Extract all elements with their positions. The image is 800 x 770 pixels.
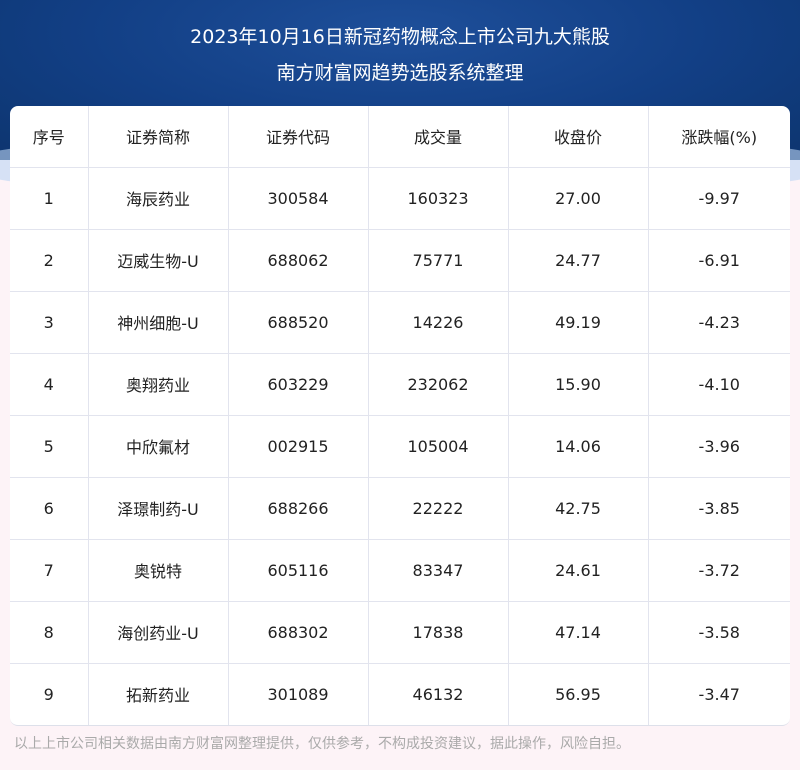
column-header: 证券代码 — [228, 106, 369, 168]
table-cell: 688520 — [228, 291, 369, 354]
table-cell: 中欣氟材 — [88, 415, 229, 478]
table-cell: 14.06 — [508, 415, 649, 478]
table-cell: 7 — [10, 539, 89, 602]
table-cell: 8 — [10, 601, 89, 664]
table-row: 8 海创药业-U 688302 17838 47.14 -3.58 — [10, 601, 790, 664]
table-cell: 拓新药业 — [88, 663, 229, 725]
column-header: 涨跌幅(%) — [648, 106, 790, 168]
table-row: 9 拓新药业 301089 46132 56.95 -3.47 — [10, 663, 790, 725]
page-title: 2023年10月16日新冠药物概念上市公司九大熊股 — [190, 26, 610, 48]
table-row: 3 神州细胞-U 688520 14226 49.19 -4.23 — [10, 291, 790, 354]
table-cell: -3.58 — [648, 601, 790, 664]
table-cell: 47.14 — [508, 601, 649, 664]
stock-table-card: 序号 证券简称 证券代码 成交量 收盘价 涨跌幅(%) 1 海辰药业 300584 160323… — [10, 106, 790, 726]
column-header: 证券简称 — [88, 106, 229, 168]
table-cell: 15.90 — [508, 353, 649, 416]
table-cell: 56.95 — [508, 663, 649, 725]
table-cell: -9.97 — [648, 167, 790, 230]
table-cell: 17838 — [368, 601, 509, 664]
table-cell: 688266 — [228, 477, 369, 540]
table-cell: 6 — [10, 477, 89, 540]
table-cell: 3 — [10, 291, 89, 354]
table-cell: 24.77 — [508, 229, 649, 292]
table-cell: 300584 — [228, 167, 369, 230]
table-cell: 688062 — [228, 229, 369, 292]
table-cell: -3.96 — [648, 415, 790, 478]
table-cell: 海辰药业 — [88, 167, 229, 230]
page-subtitle: 南方财富网趋势选股系统整理 — [276, 62, 524, 84]
table-cell: 1 — [10, 167, 89, 230]
table-cell: -3.47 — [698, 684, 740, 704]
table-cell: 9 — [10, 663, 89, 725]
table-cell: 49.19 — [508, 291, 649, 354]
stock-table: 序号 证券简称 证券代码 成交量 收盘价 涨跌幅(%) 1 海辰药业 300584 160323… — [10, 106, 790, 725]
table-cell: 002915 — [228, 415, 369, 478]
table-cell: 奥锐特 — [88, 539, 229, 602]
table-cell: -4.23 — [648, 291, 790, 354]
table-cell: -4.10 — [648, 353, 790, 416]
table-row: 7 奥锐特 605116 83347 24.61 -3.72 — [10, 539, 790, 602]
table-cell: 301089 — [228, 663, 369, 725]
table-cell: 688302 — [228, 601, 369, 664]
table-cell: 27.00 — [508, 167, 649, 230]
table-cell: -3.72 — [648, 539, 790, 602]
table-cell: 105004 — [368, 415, 509, 478]
table-cell: 75771 — [368, 229, 509, 292]
table-cell: 24.61 — [508, 539, 649, 602]
column-header: 序号 — [10, 106, 89, 168]
table-cell: 泽璟制药-U — [88, 477, 229, 540]
table-cell: 603229 — [228, 353, 369, 416]
column-header: 成交量 — [368, 106, 509, 168]
table-cell: 605116 — [228, 539, 369, 602]
table-cell: 海创药业-U — [88, 601, 229, 664]
table-cell: 22222 — [368, 477, 509, 540]
table-row: 2 迈威生物-U 688062 75771 24.77 -6.91 — [10, 229, 790, 292]
table-cell: 14226 — [368, 291, 509, 354]
table-cell: 160323 — [368, 167, 509, 230]
table-cell: 42.75 — [508, 477, 649, 540]
table-cell: 神州细胞-U — [88, 291, 229, 354]
table-row: 4 奥翔药业 603229 232062 15.90 -4.10 — [10, 353, 790, 416]
table-cell: 4 — [10, 353, 89, 416]
table-row: 6 泽璟制药-U 688266 22222 42.75 -3.85 — [10, 477, 790, 540]
table-cell: 232062 — [368, 353, 509, 416]
table-header-row: 序号 证券简称 证券代码 成交量 收盘价 涨跌幅(%) — [10, 106, 790, 168]
table-cell: -6.91 — [648, 229, 790, 292]
column-header: 收盘价 — [508, 106, 649, 168]
table-cell: 迈威生物-U — [88, 229, 229, 292]
table-row: 1 海辰药业 300584 160323 27.00 -9.97 — [10, 167, 790, 230]
table-cell: 83347 — [368, 539, 509, 602]
table-row: 5 中欣氟材 002915 105004 14.06 -3.96 — [10, 415, 790, 478]
table-cell: 5 — [10, 415, 89, 478]
table-cell: 2 — [10, 229, 89, 292]
table-cell: 46132 — [368, 663, 509, 725]
table-cell: -3.85 — [648, 477, 790, 540]
table-cell: 奥翔药业 — [88, 353, 229, 416]
disclaimer: 以上上市公司相关数据由南方财富网整理提供，仅供参考，不构成投资建议，据此操作，风… — [14, 736, 630, 752]
